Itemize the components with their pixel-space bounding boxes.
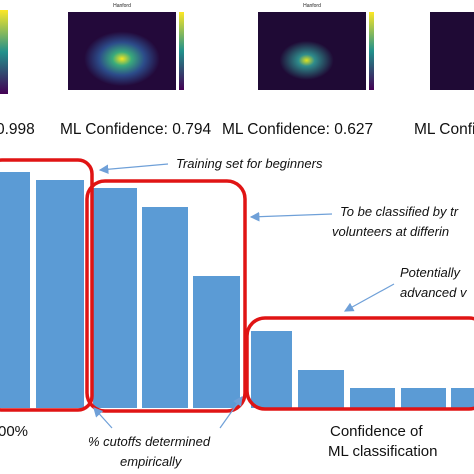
annotation: % cutoffs determined: [88, 434, 211, 449]
spectrogram: [68, 12, 176, 90]
axis-label: Confidence of: [330, 423, 423, 440]
axis-label: ML classification: [328, 443, 437, 460]
bar: [451, 388, 474, 408]
arrow: [219, 396, 243, 429]
group-box: [0, 158, 94, 412]
bar: [36, 180, 84, 408]
spectrogram: [430, 12, 474, 90]
annotation: Training set for beginners: [176, 156, 323, 171]
panel-title: Hanford: [303, 3, 321, 9]
group-box: [245, 316, 474, 411]
label: 00%: [0, 423, 28, 440]
spectrograms: Hanford Hanford: [0, 3, 474, 94]
arrow: [98, 163, 169, 175]
bar: [401, 388, 446, 408]
annotation: empirically: [120, 454, 183, 469]
spectrogram: [258, 12, 366, 90]
bar: [251, 331, 292, 408]
bar: [93, 188, 137, 408]
confidence: ML Confidence: 0.627: [222, 121, 373, 138]
arrow: [93, 407, 113, 429]
colorbar: [179, 12, 184, 90]
bar: [350, 388, 395, 408]
annotation: advanced v: [400, 285, 468, 300]
annotation: volunteers at differin: [332, 224, 449, 239]
confidence: 0.998: [0, 121, 35, 138]
colorbar: [369, 12, 374, 90]
confidence: ML Confi: [414, 121, 474, 138]
panel-title: Hanford: [113, 3, 131, 9]
bar: [193, 276, 240, 408]
arrow: [249, 211, 333, 222]
group-box: [85, 179, 247, 413]
bar: [142, 207, 188, 408]
bar: [298, 370, 344, 408]
bars: [0, 172, 474, 408]
arrow: [343, 283, 395, 312]
colorbar: [0, 10, 8, 94]
bar: [0, 172, 30, 408]
confidence: ML Confidence: 0.794: [60, 121, 211, 138]
annotation: To be classified by tr: [340, 204, 459, 219]
annotation: Potentially: [400, 265, 461, 280]
